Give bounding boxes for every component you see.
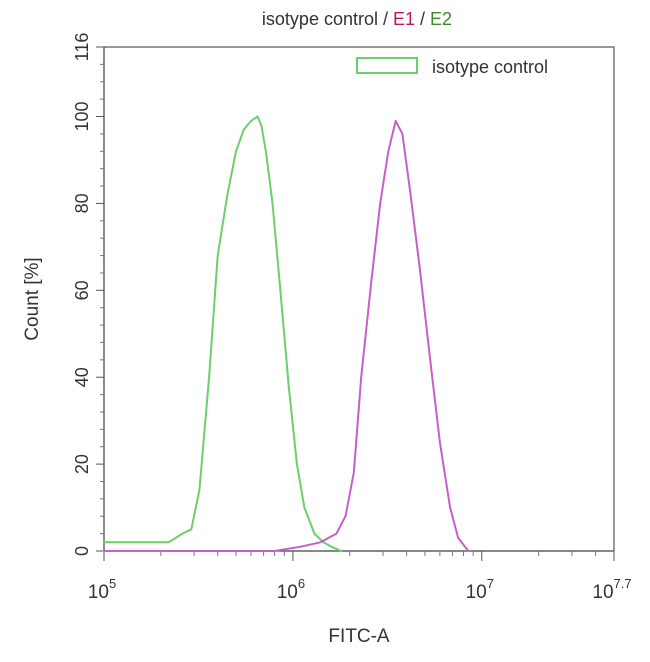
x-tick-base: 10 — [466, 582, 487, 603]
x-tick-label: 107 — [466, 576, 494, 603]
x-tick-exponent: 5 — [109, 576, 116, 591]
x-tick-label: 107.7 — [592, 576, 631, 603]
y-tick-label: 116 — [72, 33, 92, 62]
title-segment: E2 — [430, 9, 452, 29]
series-layer — [103, 115, 470, 552]
x-axis-label: FITC-A — [328, 626, 390, 647]
chart-title: isotype control / E1 / E2 — [262, 9, 452, 29]
x-tick-base: 10 — [592, 582, 613, 603]
x-tick-base: 10 — [277, 582, 298, 603]
plot-frame — [103, 46, 615, 552]
x-tick-label: 105 — [88, 576, 116, 603]
legend-swatch — [356, 57, 418, 74]
x-axis: 105 106 107 107.7 — [88, 550, 632, 603]
x-tick-exponent: 7.7 — [614, 576, 632, 591]
y-tick-label: 20 — [72, 454, 92, 474]
y-tick-label: 40 — [72, 367, 92, 387]
y-tick-label: 60 — [72, 280, 92, 300]
title-segment: / — [378, 9, 393, 29]
series-line-e1 — [103, 119, 470, 552]
x-tick-exponent: 6 — [298, 576, 305, 591]
x-tick-exponent: 7 — [487, 576, 494, 591]
plot-area — [103, 46, 615, 552]
legend-label: isotype control — [432, 57, 548, 77]
title-segment: isotype control — [262, 9, 378, 29]
y-tick-label: 80 — [72, 193, 92, 213]
title-segment: E1 — [393, 9, 415, 29]
series-line-isotype-control — [103, 115, 343, 552]
legend: isotype control — [356, 57, 548, 77]
y-tick-label: 100 — [72, 101, 92, 131]
x-tick-label: 106 — [277, 576, 305, 603]
y-tick-label: 0 — [72, 546, 92, 556]
title-segment: / — [415, 9, 430, 29]
y-axis: 0 20 40 60 80 100 116 — [72, 33, 105, 556]
y-axis-label: Count [%] — [22, 257, 43, 340]
x-tick-base: 10 — [88, 582, 109, 603]
